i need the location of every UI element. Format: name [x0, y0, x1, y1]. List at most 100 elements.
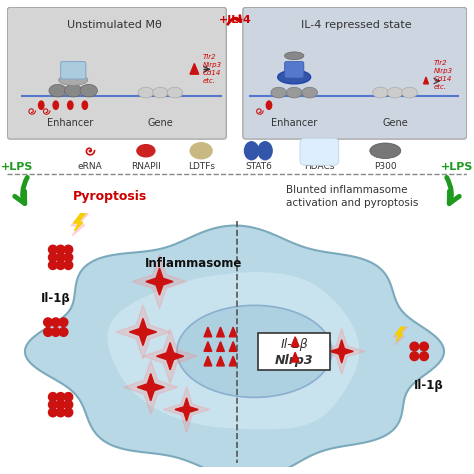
FancyBboxPatch shape	[243, 7, 467, 139]
FancyBboxPatch shape	[300, 138, 339, 165]
Text: HDACs: HDACs	[304, 163, 335, 172]
Ellipse shape	[80, 84, 98, 97]
Polygon shape	[107, 272, 359, 429]
Ellipse shape	[167, 87, 182, 98]
Circle shape	[64, 261, 73, 269]
Circle shape	[64, 401, 73, 409]
Polygon shape	[175, 398, 198, 421]
Ellipse shape	[136, 144, 155, 157]
Polygon shape	[204, 356, 212, 366]
Ellipse shape	[49, 84, 66, 97]
Ellipse shape	[38, 100, 45, 110]
Circle shape	[48, 392, 57, 401]
Ellipse shape	[59, 75, 88, 85]
Polygon shape	[156, 343, 184, 370]
Text: Enhancer: Enhancer	[271, 118, 317, 128]
Text: +IL-4: +IL-4	[219, 15, 251, 25]
Text: Il-1β: Il-1β	[280, 338, 308, 351]
Circle shape	[51, 318, 60, 327]
Circle shape	[51, 328, 60, 337]
Ellipse shape	[64, 84, 82, 97]
Circle shape	[48, 253, 57, 262]
Circle shape	[48, 261, 57, 269]
Polygon shape	[292, 337, 299, 346]
Text: Unstimulated Mθ: Unstimulated Mθ	[66, 20, 161, 30]
Text: STAT6: STAT6	[245, 163, 272, 172]
FancyBboxPatch shape	[61, 62, 86, 79]
Polygon shape	[116, 305, 170, 359]
Circle shape	[56, 253, 65, 262]
Text: RNAPII: RNAPII	[131, 163, 161, 172]
Ellipse shape	[271, 87, 286, 98]
Ellipse shape	[302, 87, 318, 98]
Ellipse shape	[190, 142, 213, 159]
Text: IL-4 repressed state: IL-4 repressed state	[301, 20, 411, 30]
Polygon shape	[71, 214, 88, 236]
Circle shape	[64, 408, 73, 417]
Polygon shape	[143, 329, 197, 383]
Polygon shape	[25, 226, 444, 474]
Ellipse shape	[244, 141, 259, 160]
Circle shape	[48, 245, 57, 254]
Circle shape	[44, 328, 52, 337]
FancyBboxPatch shape	[258, 333, 330, 370]
Ellipse shape	[257, 141, 273, 160]
Polygon shape	[204, 342, 212, 351]
Polygon shape	[319, 328, 365, 374]
Polygon shape	[229, 342, 237, 351]
Ellipse shape	[284, 52, 304, 60]
Circle shape	[59, 328, 68, 337]
Circle shape	[48, 401, 57, 409]
FancyBboxPatch shape	[284, 62, 304, 78]
Text: Gene: Gene	[382, 118, 408, 128]
Circle shape	[410, 342, 419, 351]
Circle shape	[56, 401, 65, 409]
Polygon shape	[424, 77, 428, 84]
Text: Nlrp3: Nlrp3	[275, 354, 313, 366]
Polygon shape	[229, 327, 237, 337]
Circle shape	[410, 352, 419, 361]
Text: +LPS: +LPS	[441, 162, 473, 172]
Text: Il-1β: Il-1β	[414, 379, 444, 392]
Ellipse shape	[52, 100, 59, 110]
Text: P300: P300	[374, 163, 397, 172]
Ellipse shape	[265, 100, 273, 110]
Ellipse shape	[177, 305, 332, 397]
Circle shape	[56, 408, 65, 417]
Ellipse shape	[373, 87, 388, 98]
Polygon shape	[393, 327, 407, 345]
Text: Tlr2
Nlrp3
Cd14
etc.: Tlr2 Nlrp3 Cd14 etc.	[203, 54, 222, 84]
Polygon shape	[164, 386, 210, 433]
Text: Inflammasome: Inflammasome	[145, 256, 242, 270]
Polygon shape	[395, 327, 405, 341]
Circle shape	[64, 245, 73, 254]
Circle shape	[56, 245, 65, 254]
Circle shape	[56, 261, 65, 269]
Text: +LPS: +LPS	[1, 162, 33, 172]
Circle shape	[64, 392, 73, 401]
Polygon shape	[204, 327, 212, 337]
Text: Pyroptosis: Pyroptosis	[73, 190, 147, 203]
Ellipse shape	[278, 70, 310, 84]
Polygon shape	[217, 356, 224, 366]
Ellipse shape	[402, 87, 417, 98]
Circle shape	[64, 253, 73, 262]
Circle shape	[56, 392, 65, 401]
Ellipse shape	[67, 100, 73, 110]
Circle shape	[59, 318, 68, 327]
Circle shape	[44, 318, 52, 327]
Polygon shape	[73, 214, 85, 231]
Text: Tlr2
Nlrp3
Cd14
etc.: Tlr2 Nlrp3 Cd14 etc.	[434, 60, 453, 90]
Text: Il-1β: Il-1β	[41, 292, 71, 305]
Polygon shape	[190, 64, 199, 74]
Text: LDTFs: LDTFs	[188, 163, 215, 172]
Circle shape	[48, 408, 57, 417]
Ellipse shape	[82, 100, 88, 110]
Circle shape	[419, 342, 428, 351]
Text: Gene: Gene	[147, 118, 173, 128]
Polygon shape	[217, 342, 224, 351]
Ellipse shape	[153, 87, 168, 98]
Circle shape	[419, 352, 428, 361]
Polygon shape	[124, 360, 178, 414]
Polygon shape	[146, 268, 173, 295]
